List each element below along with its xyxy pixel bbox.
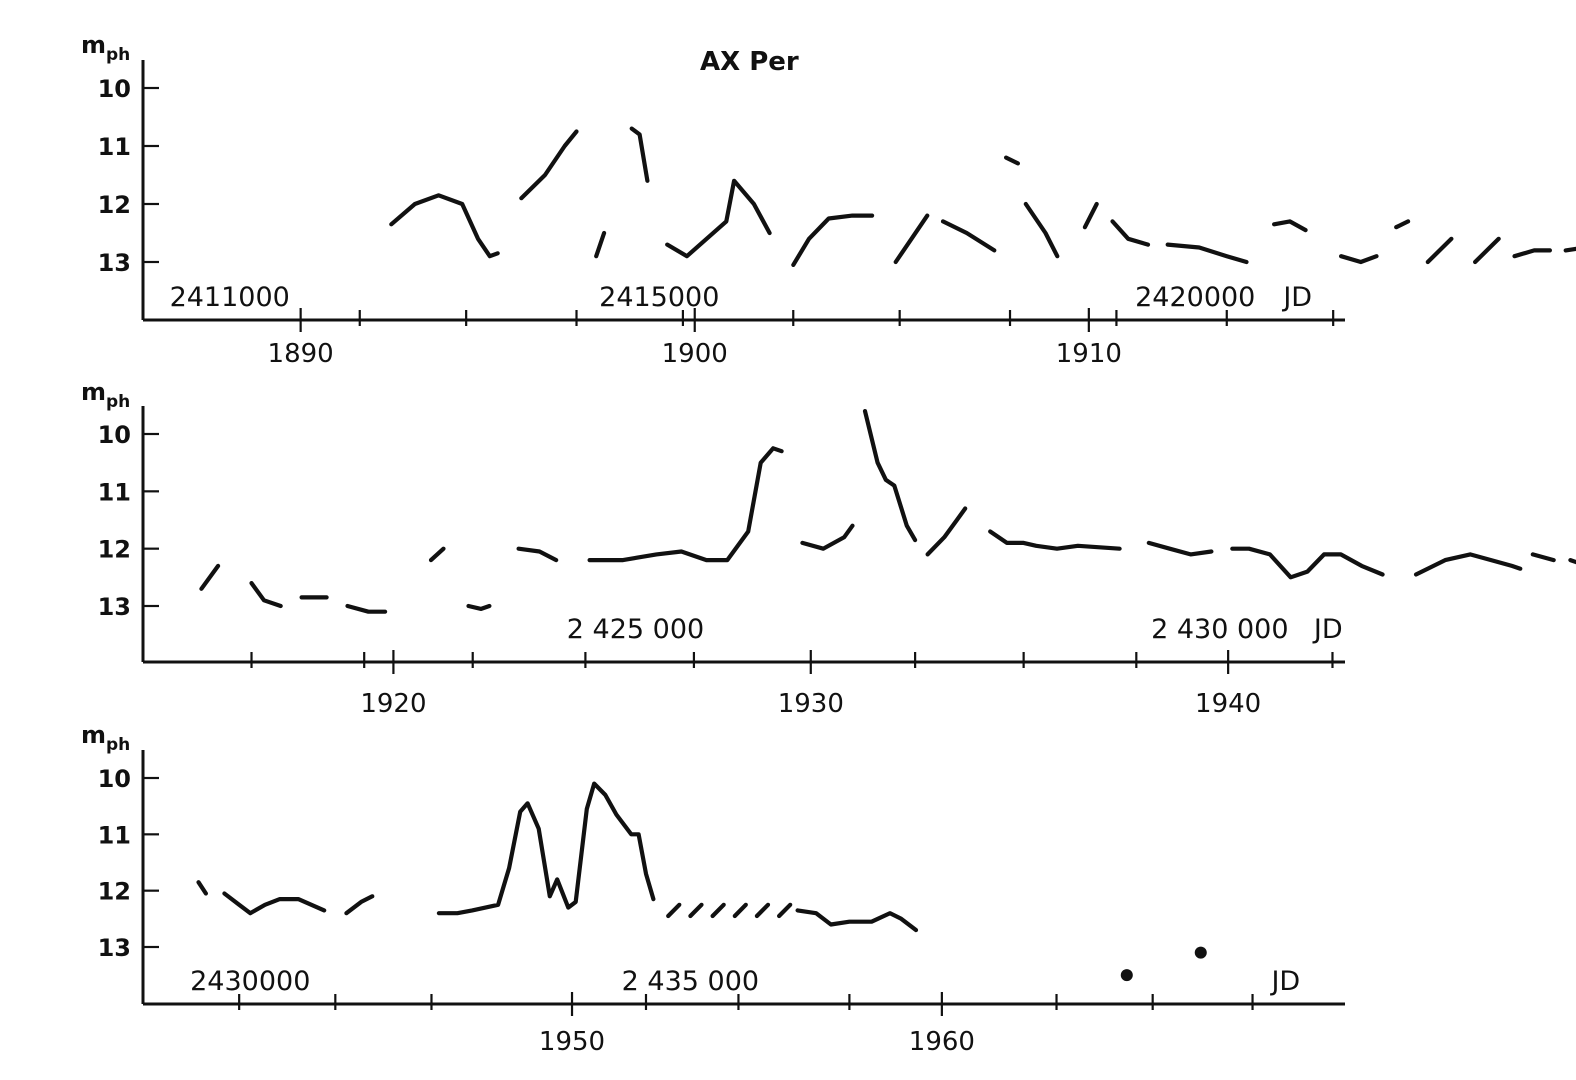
light-curve-segment <box>1394 219 1411 230</box>
light-curve-segment <box>629 126 650 183</box>
x-tick-label-year: 1900 <box>662 339 728 369</box>
light-curve-segment <box>389 193 500 259</box>
jd-label: 2 430 000 <box>1151 614 1288 645</box>
light-curve-segment <box>587 446 784 563</box>
panel-2: mph 10 11 12 13 1920 1930 1940 2 425 000 2 430 00… <box>81 378 1576 719</box>
y-tick-label: 10 <box>98 75 131 103</box>
light-curve-segment <box>795 908 919 933</box>
light-curve-segment <box>466 603 492 611</box>
y-tick-label: 12 <box>98 191 131 219</box>
y-tick-label: 11 <box>98 478 131 506</box>
jd-unit-label: JD <box>1269 966 1300 997</box>
x-tick-label-year: 1920 <box>360 689 426 719</box>
light-curve-segment <box>732 902 748 919</box>
light-curve-segment <box>436 781 656 916</box>
light-curve-segment <box>1568 558 1576 565</box>
light-curve-segment <box>344 894 375 916</box>
light-curve-segment <box>1512 248 1552 259</box>
light-curve-segment <box>925 506 968 557</box>
jd-unit-label: JD <box>1312 614 1343 645</box>
light-curve-segment <box>1023 201 1060 259</box>
light-curve-segment <box>519 129 579 201</box>
light-curve-segment <box>222 891 327 916</box>
light-curve-segment <box>594 230 607 259</box>
jd-label: 2 435 000 <box>622 966 759 997</box>
light-curve-segment <box>754 902 771 919</box>
x-tick-label-year: 1930 <box>778 689 844 719</box>
y-axis-label: mph <box>81 31 130 65</box>
y-tick-label: 11 <box>98 821 131 849</box>
light-curve-segment <box>1425 236 1454 265</box>
light-curve-segment <box>516 546 559 563</box>
light-curve-segment <box>1165 242 1249 265</box>
jd-label: 2 425 000 <box>567 614 704 645</box>
data-point <box>1120 969 1133 982</box>
y-tick-label: 10 <box>98 765 131 793</box>
y-tick-label: 13 <box>98 249 131 277</box>
jd-label: 2430000 <box>190 966 310 997</box>
light-curve-segment <box>1413 552 1523 577</box>
light-curve-segment <box>249 581 283 609</box>
data-point <box>1194 946 1207 959</box>
panel-3: mph 10 11 12 13 1950 1960 2430000 2 435 000 JD <box>81 721 1345 1057</box>
x-tick-label-year: 1950 <box>539 1027 605 1057</box>
y-axis-label-subscript: ph <box>106 45 130 65</box>
x-tick-label-year: 1910 <box>1056 339 1122 369</box>
light-curve-segment <box>345 603 388 614</box>
x-tick-label-year: 1940 <box>1195 689 1261 719</box>
light-curve-segment <box>800 523 855 551</box>
chart-title: AX Per <box>700 47 799 77</box>
light-curve-segment <box>1272 219 1308 233</box>
light-curve-segment <box>196 880 208 896</box>
y-axis-label: mph <box>81 721 130 755</box>
x-tick-label-year: 1890 <box>268 339 334 369</box>
light-curve-segment <box>1110 219 1151 247</box>
light-curve-segment <box>791 213 875 267</box>
y-tick-label: 13 <box>98 593 131 621</box>
y-tick-label: 12 <box>98 536 131 564</box>
light-curve-segment <box>777 902 793 919</box>
jd-unit-label: JD <box>1281 282 1312 313</box>
y-tick-label: 10 <box>98 421 131 449</box>
light-curve-segment <box>666 902 682 919</box>
light-curve-panels: mph 10 11 12 13 1890 1900 1910 2411000 2415000 242… <box>81 31 1576 1057</box>
light-curve-segment <box>1563 246 1576 253</box>
light-curve-segment <box>1230 546 1385 580</box>
light-curve-segment <box>1146 540 1214 557</box>
y-tick-label: 11 <box>98 133 131 161</box>
light-curve-segment <box>1339 254 1379 265</box>
panel-1: mph 10 11 12 13 1890 1900 1910 2411000 2415000 242… <box>81 31 1576 369</box>
jd-label: 2411000 <box>170 282 290 313</box>
light-curve-segment <box>988 529 1122 551</box>
light-curve-segment <box>940 219 997 253</box>
y-axis-label: mph <box>81 378 130 412</box>
x-tick-label-year: 1960 <box>909 1027 975 1057</box>
light-curve-segment <box>1082 201 1099 230</box>
jd-label: 2415000 <box>599 282 719 313</box>
y-axis-label-subscript: ph <box>106 392 130 412</box>
light-curve-segment <box>1473 236 1501 265</box>
light-curve-segment <box>1530 552 1556 563</box>
y-tick-label: 12 <box>98 878 131 906</box>
y-tick-label: 13 <box>98 934 131 962</box>
light-curve-segment <box>862 409 918 543</box>
light-curve-segment <box>665 178 772 259</box>
light-curve-segment <box>199 563 221 591</box>
light-curve-segment <box>1004 155 1020 166</box>
y-axis-label-subscript: ph <box>106 735 130 755</box>
light-curve-segment <box>710 902 726 919</box>
jd-label: 2420000 <box>1135 282 1255 313</box>
light-curve-segment <box>428 546 446 563</box>
light-curve-segment <box>688 902 704 919</box>
light-curve-segment <box>893 213 930 265</box>
